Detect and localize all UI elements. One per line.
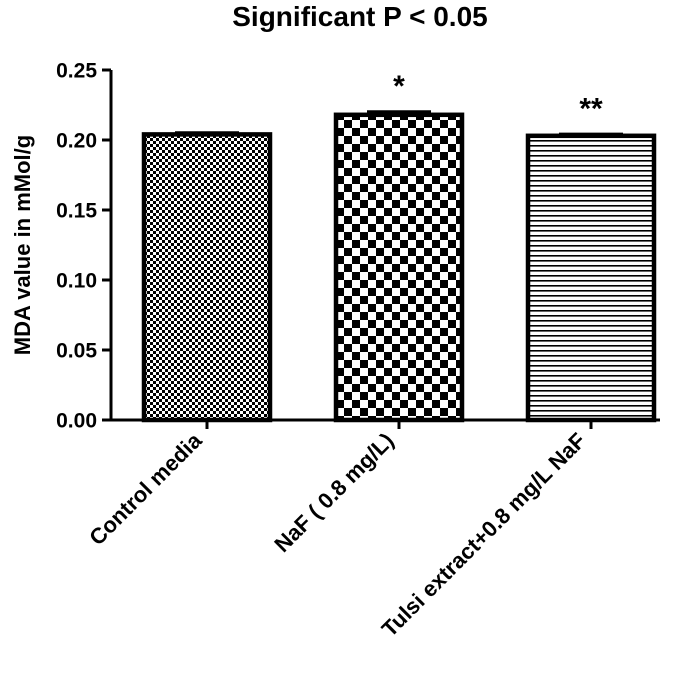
- y-tick-label: 0.00: [56, 410, 97, 433]
- y-tick-label: 0.15: [56, 200, 97, 223]
- chart-title: Significant P < 0.05: [232, 1, 487, 32]
- x-category-label: NaF ( 0.8 mg/L): [269, 428, 398, 557]
- x-category-label: Control media: [84, 427, 207, 550]
- bar: [141, 132, 273, 423]
- significance-marker: **: [579, 92, 603, 125]
- bars-group: ***: [141, 70, 657, 423]
- y-tick-label: 0.05: [56, 340, 97, 363]
- bar: [333, 112, 465, 423]
- x-axis: Control media NaF ( 0.8 mg/L)Tulsi extrac…: [84, 418, 660, 642]
- y-tick-label: 0.20: [56, 130, 97, 153]
- y-tick-label: 0.10: [56, 270, 97, 293]
- x-category-label: Tulsi extract+0.8 mg/L NaF: [377, 428, 591, 642]
- y-tick-label: 0.25: [56, 60, 97, 83]
- y-axis: 0.00 0.05 0.10 0.15 0.20 0.25: [56, 60, 113, 433]
- y-axis-label: MDA value in mMol/g: [10, 135, 35, 355]
- significance-marker: *: [393, 70, 405, 103]
- bar: [525, 133, 657, 423]
